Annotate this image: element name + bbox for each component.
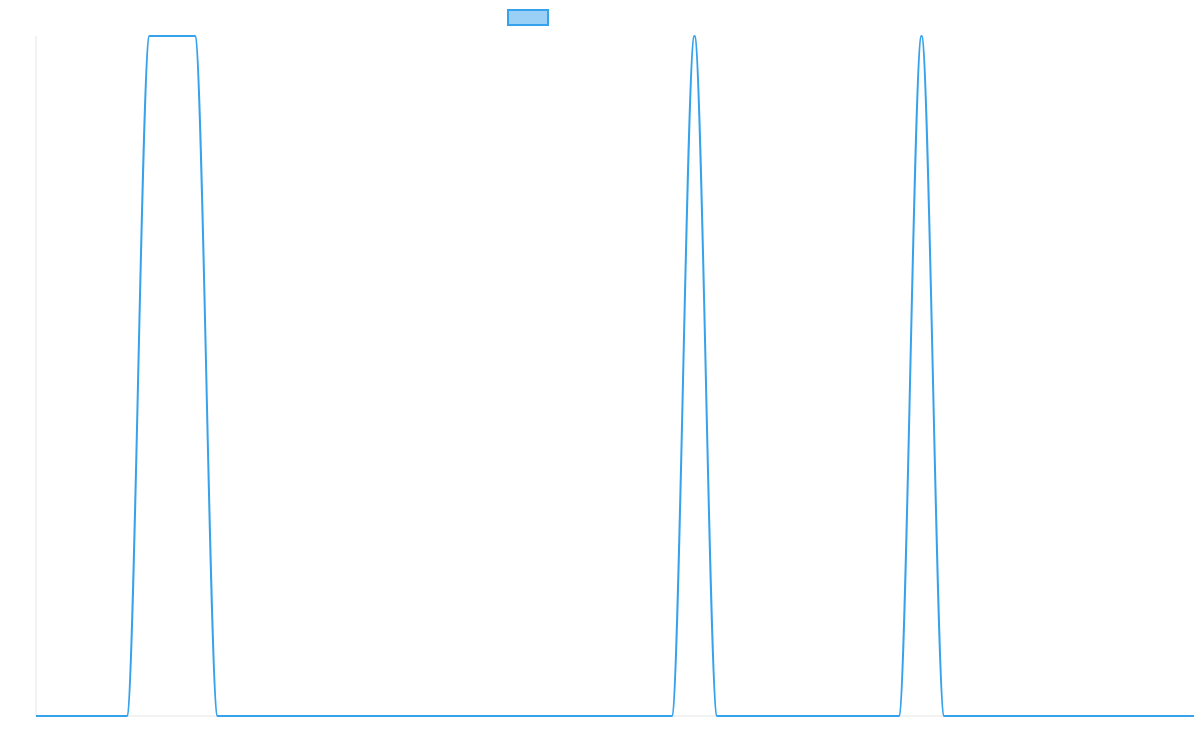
series-line-0 (36, 35, 1194, 717)
legend-swatch[interactable] (507, 9, 549, 26)
